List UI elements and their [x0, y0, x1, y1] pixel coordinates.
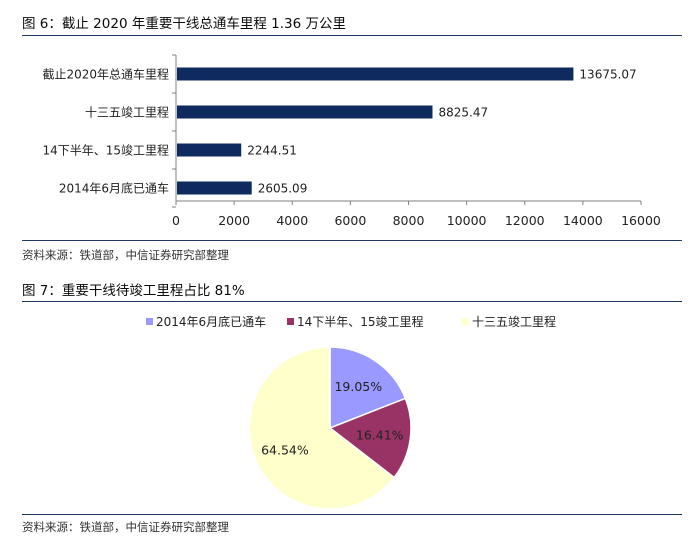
x-tick-label: 16000 — [621, 213, 661, 228]
x-tick-label: 8000 — [393, 213, 425, 228]
category-label: 十三五竣工里程 — [85, 105, 169, 120]
figure-6-title-rule — [22, 35, 682, 36]
x-tick-label: 6000 — [334, 213, 366, 228]
legend-swatch — [462, 318, 469, 325]
legend-label: 2014年6月底已通车 — [156, 314, 266, 329]
data-label: 2244.51 — [247, 144, 297, 158]
bar — [177, 181, 252, 195]
figure-6-title: 图 6：截止 2020 年重要干线总通车里程 1.36 万公里 — [22, 16, 346, 32]
pie-value-label: 19.05% — [334, 379, 382, 394]
pie-value-label: 16.41% — [356, 428, 404, 443]
category-label: 14下半年、15竣工里程 — [42, 143, 169, 158]
figure-7-title: 图 7：重要干线待竣工里程占比 81% — [22, 283, 245, 299]
category-label: 截止2020年总通车里程 — [42, 67, 169, 82]
bar — [177, 143, 242, 157]
x-tick-label: 4000 — [276, 213, 308, 228]
legend-swatch — [146, 318, 153, 325]
legend-swatch — [287, 318, 294, 325]
x-tick-label: 14000 — [563, 213, 603, 228]
pie-value-label: 64.54% — [261, 443, 309, 458]
figure-7-title-rule — [22, 301, 682, 302]
pie-slice — [329, 346, 407, 430]
pie-slice — [248, 346, 396, 510]
pie-chart: 19.05% 16.41% 64.54% 2014年6月底已通车 14下半年、15竣工里… — [146, 314, 556, 510]
figure-6-source-rule — [22, 240, 682, 241]
figure-7-source: 资料来源：铁道部，中信证券研究部整理 — [22, 520, 229, 534]
data-label: 8825.47 — [438, 106, 488, 120]
figure-7-source-rule — [22, 514, 682, 515]
x-tick-label: 0 — [172, 213, 180, 228]
pie-slice — [328, 397, 412, 479]
x-tick-label: 2000 — [218, 213, 250, 228]
figure-6-source: 资料来源：铁道部，中信证券研究部整理 — [22, 248, 229, 262]
data-label: 13675.07 — [579, 68, 636, 82]
legend-label: 14下半年、15竣工里程 — [297, 314, 424, 329]
x-tick-label: 10000 — [447, 213, 487, 228]
data-label: 2605.09 — [258, 182, 308, 196]
bar-chart: 0 2000 4000 6000 8000 10000 12000 14000 16000 截止2… — [42, 54, 661, 228]
category-label: 2014年6月底已通车 — [59, 181, 169, 196]
bar — [177, 67, 574, 81]
bar — [177, 105, 433, 119]
x-tick-label: 12000 — [505, 213, 545, 228]
legend-label: 十三五竣工里程 — [472, 314, 556, 329]
